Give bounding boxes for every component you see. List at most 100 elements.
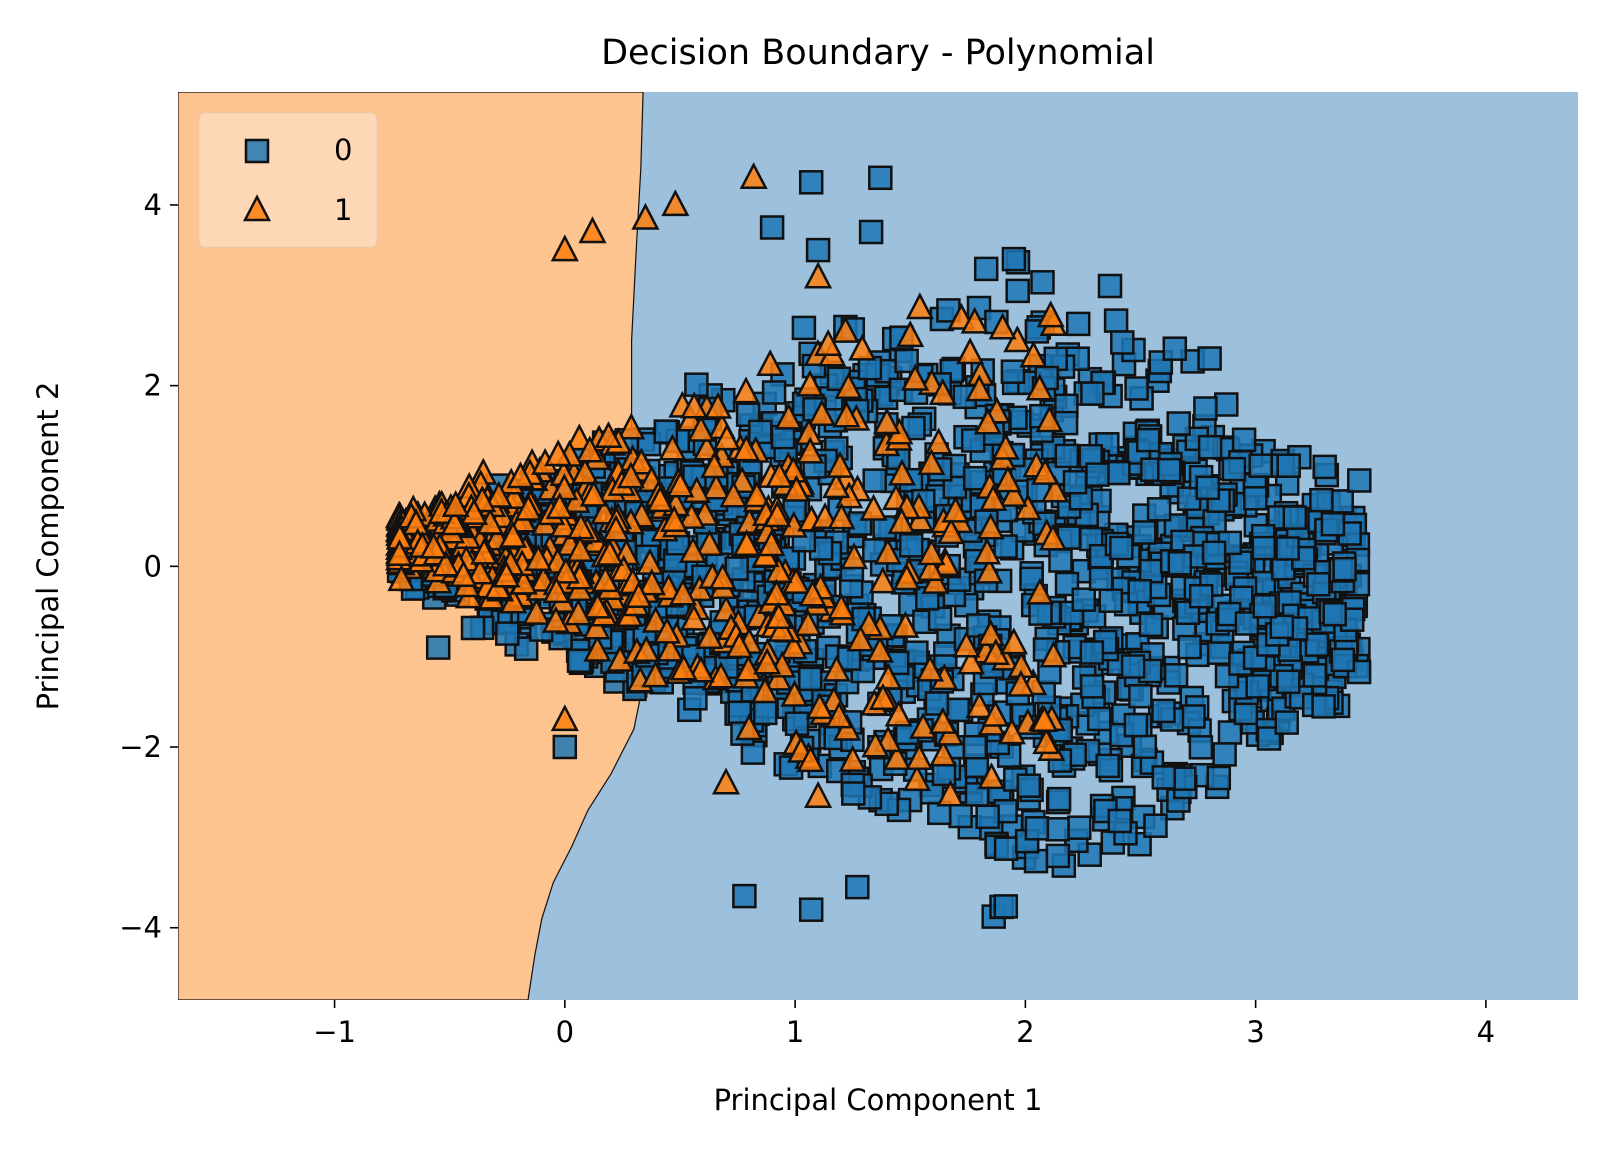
class-0-point [1138, 558, 1164, 584]
class-0-point [1214, 392, 1239, 417]
class-1-point [542, 576, 571, 604]
class-1-point [763, 500, 792, 528]
class-0-point [1000, 359, 1026, 384]
class-1-point [896, 320, 925, 348]
class-0-point [1005, 278, 1030, 304]
class-1-point [917, 538, 946, 566]
class-1-point [796, 745, 825, 773]
class-0-point [732, 883, 757, 909]
class-1-point [470, 537, 499, 565]
class-0-point [1079, 640, 1105, 665]
x-tick-label: 0 [556, 1015, 574, 1049]
class-1-point [840, 542, 869, 570]
class-0-point [1188, 583, 1214, 609]
chart-title: Decision Boundary - Polynomial [601, 33, 1155, 73]
class-1-point [916, 553, 945, 581]
class-0-point [868, 165, 893, 191]
class-0-point [1062, 469, 1088, 495]
class-0-point [1309, 487, 1334, 513]
class-1-point [976, 618, 1005, 646]
class-1-point [887, 507, 916, 535]
legend: 0 1 [198, 112, 378, 248]
class-1-point [764, 663, 793, 691]
class-1-point [764, 556, 793, 584]
class-1-point [832, 400, 861, 428]
legend-square-icon [244, 138, 270, 164]
class-0-point [1054, 443, 1080, 469]
class-0-point [1095, 753, 1120, 779]
class-0-point [513, 636, 539, 661]
class-1-point [991, 432, 1020, 460]
class-1-point [627, 447, 656, 475]
class-1-point [524, 543, 553, 571]
class-0-point [1172, 766, 1197, 791]
class-1-point [506, 461, 535, 489]
class-0-point [1110, 330, 1135, 355]
class-1-point [827, 592, 856, 620]
class-1-point [544, 439, 573, 467]
class-1-point [575, 435, 604, 463]
x-axis-label: Principal Component 1 [714, 1083, 1043, 1117]
class-0-point [1282, 505, 1308, 530]
class-0-point [993, 836, 1019, 861]
class-1-point [678, 536, 708, 564]
class-1-point [979, 484, 1008, 512]
class-0-point [798, 897, 824, 922]
class-0-point [1206, 765, 1232, 791]
class-1-point [578, 216, 607, 244]
class-0-point [1201, 540, 1227, 566]
class-0-point [1143, 813, 1168, 838]
class-1-point [686, 414, 716, 442]
class-1-point [960, 306, 989, 334]
class-0-point [683, 686, 708, 711]
class-1-point [719, 480, 748, 508]
class-1-point [767, 614, 796, 642]
class-1-point [814, 328, 843, 356]
class-0-point [1233, 700, 1259, 726]
class-0-point [1245, 674, 1270, 699]
class-1-point [765, 460, 794, 488]
class-0-point [460, 615, 486, 641]
class-1-point [545, 492, 574, 520]
x-tick-label: 3 [1246, 1015, 1264, 1049]
class-0-point [1306, 572, 1331, 597]
class-0-point [1106, 460, 1131, 486]
class-0-point [798, 170, 824, 195]
y-tick-label: 2 [144, 369, 162, 403]
x-tick-label: 1 [786, 1015, 804, 1049]
class-1-point [732, 434, 761, 462]
class-1-point [993, 465, 1022, 493]
class-0-point [1312, 454, 1337, 480]
class-1-point [976, 512, 1005, 540]
class-1-point [711, 767, 741, 795]
class-0-point [1045, 817, 1070, 842]
class-0-point [425, 635, 451, 660]
class-1-point [702, 472, 731, 500]
class-1-point [779, 632, 808, 660]
class-1-point [564, 598, 593, 626]
class-0-point [1001, 246, 1027, 272]
class-0-point [1231, 427, 1257, 453]
class-1-point [848, 333, 877, 361]
class-1-point [601, 514, 631, 542]
class-1-point [846, 624, 875, 652]
class-1-point [804, 780, 833, 808]
class-1-point [924, 427, 953, 455]
class-0-point [1188, 735, 1214, 760]
class-1-point [641, 660, 670, 688]
class-1-point [660, 504, 689, 532]
class-0-point [1167, 551, 1193, 576]
class-0-point [1085, 462, 1110, 487]
legend-box [198, 112, 378, 248]
class-0-point [858, 219, 884, 245]
class-0-point [1028, 601, 1053, 626]
class-1-point [522, 597, 551, 625]
class-1-point [514, 493, 543, 521]
class-1-point [822, 654, 851, 682]
class-1-point [658, 433, 687, 461]
class-0-point [684, 372, 709, 397]
class-1-point [859, 493, 888, 521]
class-1-point [712, 423, 741, 451]
y-tick-label: 4 [144, 188, 162, 222]
class-0-point [748, 419, 773, 445]
